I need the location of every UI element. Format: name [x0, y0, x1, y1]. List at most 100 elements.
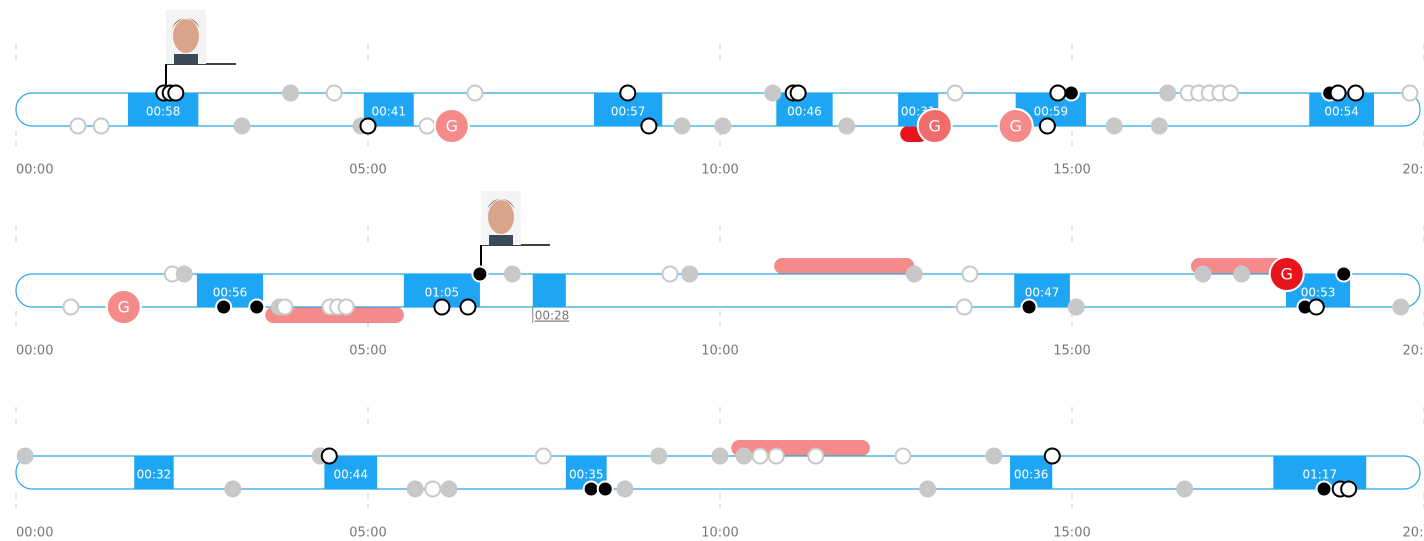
- event-dot: [16, 447, 34, 465]
- tick-label: 15:00: [1053, 163, 1090, 178]
- event-dot: [681, 265, 699, 283]
- goal-label: G: [929, 117, 941, 136]
- event-dot: [714, 117, 732, 135]
- event-dot: [807, 447, 825, 465]
- event-dot: [582, 480, 600, 498]
- event-dot: [955, 298, 973, 316]
- tick-label: 10:00: [701, 526, 738, 541]
- event-dot: [1067, 298, 1085, 316]
- tick-label: 10:00: [701, 344, 738, 359]
- shift-label: 00:53: [1301, 286, 1336, 300]
- event-dot: [1347, 84, 1365, 102]
- shift-label: 00:46: [787, 105, 822, 119]
- event-dot: [433, 298, 451, 316]
- shift-label: 00:54: [1324, 105, 1359, 119]
- player-photo: [165, 10, 236, 93]
- event-dot: [406, 480, 424, 498]
- event-dot: [1105, 117, 1123, 135]
- event-dot: [1176, 480, 1194, 498]
- event-dot: [640, 117, 658, 135]
- event-dot: [1401, 84, 1419, 102]
- event-dot: [1038, 117, 1056, 135]
- event-dot: [764, 84, 782, 102]
- timeline-row: 00:00 05:00 10:00 15:00 20:00 00:32 00:44 00:35…: [15, 407, 1424, 541]
- event-dot: [905, 265, 923, 283]
- event-dot: [320, 447, 338, 465]
- shift-label: 00:47: [1025, 286, 1060, 300]
- event-dot: [1233, 265, 1251, 283]
- goal-label: G: [1281, 265, 1293, 284]
- event-dot: [946, 84, 964, 102]
- event-dot: [215, 298, 233, 316]
- event-dot: [1340, 480, 1358, 498]
- event-dot: [1392, 298, 1410, 316]
- event-dot: [167, 84, 185, 102]
- event-dot: [596, 480, 614, 498]
- goal-label: G: [1009, 117, 1021, 136]
- event-dot: [459, 298, 477, 316]
- event-dot: [424, 480, 442, 498]
- event-dot: [418, 117, 436, 135]
- event-dot: [751, 447, 769, 465]
- event-dot: [1335, 265, 1353, 283]
- event-dot: [337, 298, 355, 316]
- shift-block: [134, 456, 174, 489]
- shift-label: 00:35: [569, 468, 604, 482]
- shift-label: 01:17: [1303, 468, 1338, 482]
- timeline-row: 00:00 05:00 10:00 15:00 20:00 00:58 00:41 00:57…: [15, 44, 1424, 178]
- event-dot: [1020, 298, 1038, 316]
- event-dot: [62, 298, 80, 316]
- tick-label: 20:00: [1403, 344, 1424, 359]
- track: [15, 273, 1421, 308]
- event-dot: [224, 480, 242, 498]
- shift-label: 00:57: [611, 105, 646, 119]
- event-dot: [767, 447, 785, 465]
- event-dot: [961, 265, 979, 283]
- timeline-row: 00:00 05:00 10:00 15:00 20:00 00:56 01:05 00:28…: [15, 225, 1424, 359]
- penalty-bar: [265, 307, 404, 323]
- player-photo: [480, 191, 550, 274]
- event-dot: [1221, 84, 1239, 102]
- goal-marker: [1268, 256, 1305, 292]
- event-dot: [789, 84, 807, 102]
- shift-label: 00:56: [213, 286, 248, 300]
- penalty-bar: [774, 258, 915, 274]
- event-dot: [616, 480, 634, 498]
- event-dot: [233, 117, 251, 135]
- event-dot: [650, 447, 668, 465]
- goal-marker: [997, 108, 1034, 144]
- event-dot: [673, 117, 691, 135]
- tick-label: 10:00: [701, 163, 738, 178]
- tick-label: 20:00: [1403, 163, 1424, 178]
- goal-marker: [916, 108, 953, 144]
- event-dot: [471, 265, 489, 283]
- event-dot: [282, 84, 300, 102]
- event-dot: [248, 298, 266, 316]
- tick-label: 20:00: [1403, 526, 1424, 541]
- shift-label: 00:41: [371, 105, 406, 119]
- tick-label: 00:00: [16, 344, 53, 359]
- event-dot: [735, 447, 753, 465]
- event-dot: [619, 84, 637, 102]
- tick-label: 05:00: [349, 344, 386, 359]
- event-dot: [1329, 84, 1347, 102]
- event-dot: [276, 298, 294, 316]
- event-dot: [1194, 265, 1212, 283]
- event-dot: [534, 447, 552, 465]
- event-dot: [1150, 117, 1168, 135]
- tick-label: 00:00: [16, 163, 53, 178]
- event-dot: [661, 265, 679, 283]
- event-dot: [92, 117, 110, 135]
- event-dot: [1043, 447, 1061, 465]
- shift-label: 00:36: [1014, 468, 1049, 482]
- event-dot: [359, 117, 377, 135]
- goal-label: G: [118, 298, 130, 317]
- event-dot: [894, 447, 912, 465]
- event-dot: [503, 265, 521, 283]
- event-dot: [440, 480, 458, 498]
- goal-marker: [105, 289, 142, 325]
- event-dot: [1315, 480, 1333, 498]
- tick-label: 05:00: [349, 163, 386, 178]
- goal-label: G: [446, 117, 458, 136]
